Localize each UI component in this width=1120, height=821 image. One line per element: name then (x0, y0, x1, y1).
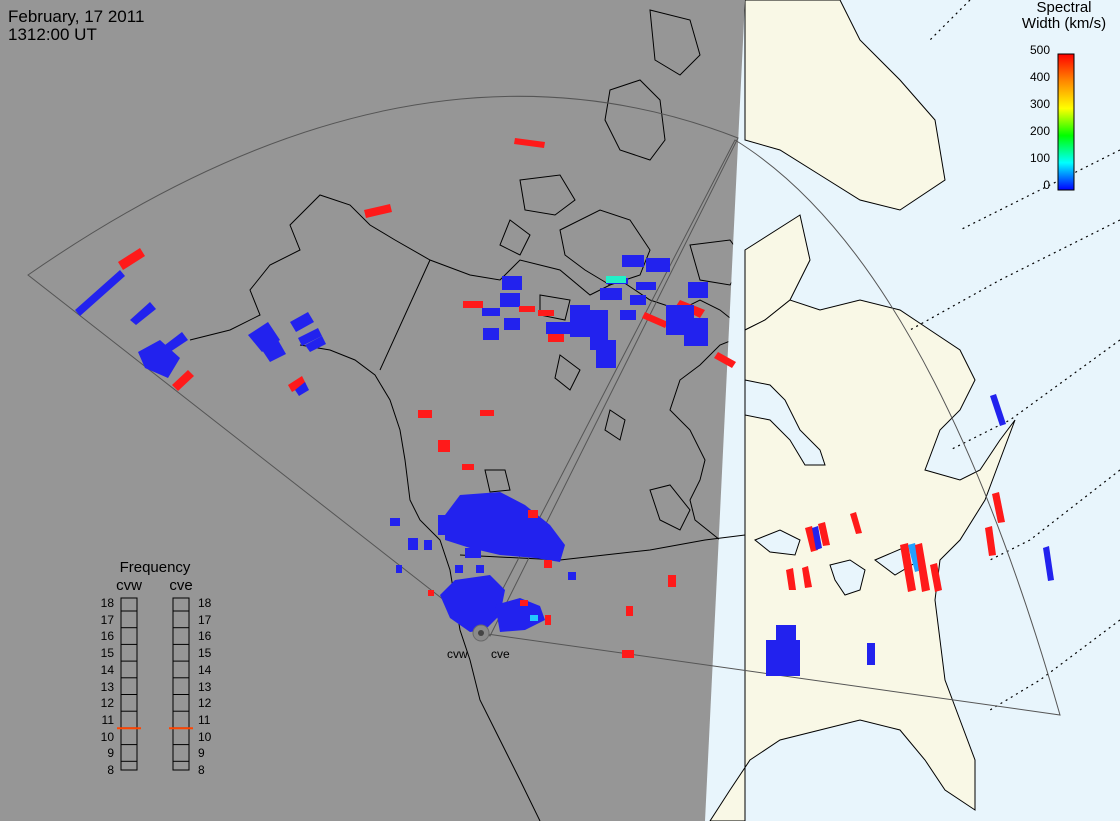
frequency-tick-label-right: 8 (198, 763, 205, 777)
frequency-tick-label-left: 8 (107, 763, 114, 777)
map-date: February, 17 2011 (8, 7, 145, 26)
frequency-tick-label-right: 10 (198, 729, 212, 744)
frequency-tick-label-right: 14 (198, 662, 212, 677)
frequency-tick-label-left: 16 (100, 629, 114, 644)
frequency-tick-label-left: 10 (100, 729, 114, 744)
frequency-tick-label-right: 13 (198, 679, 212, 694)
radar-label-cvw: cvw (447, 647, 468, 661)
spectral-colorbar (1057, 53, 1075, 191)
frequency-tick-label-right: 16 (198, 629, 212, 644)
spectral-tick-label: 0 (1043, 178, 1050, 192)
spectral-tick-label: 100 (1029, 151, 1050, 165)
lakes (744, 379, 921, 596)
map-time: 1312:00 UT (8, 25, 97, 44)
spectral-legend-title-line1: Spectral (1036, 0, 1092, 16)
frequency-column-label-cve: cve (169, 577, 193, 594)
frequency-bars (120, 597, 190, 771)
spectral-tick-label: 400 (1029, 70, 1050, 84)
spectral-tick-label: 500 (1029, 43, 1050, 57)
frequency-tick-label-left: 11 (101, 712, 114, 727)
spectral-tick-label: 300 (1029, 97, 1050, 111)
spectral-tick-label: 200 (1029, 124, 1050, 138)
radar-site-dot (478, 630, 484, 636)
frequency-tick-label-right: 12 (198, 696, 212, 711)
backscatter-data (75, 138, 1054, 676)
frequency-tick-label-left: 17 (100, 612, 114, 627)
frequency-tick-label-right: 15 (198, 646, 212, 661)
frequency-tick-label-left: 15 (100, 646, 114, 661)
frequency-tick-label-right: 17 (198, 612, 212, 627)
frequency-tick-label-left: 12 (100, 696, 114, 711)
spectral-legend-title: Spectral Width (km/s) (1010, 0, 1118, 32)
spectral-legend-title-line2: Width (km/s) (1021, 15, 1107, 32)
frequency-tick-label-right: 18 (198, 596, 212, 610)
frequency-tick-label-left: 18 (100, 596, 114, 610)
frequency-tick-label-left: 9 (107, 746, 114, 761)
frequency-legend-title: Frequency (119, 559, 191, 576)
latitude-circles (909, 0, 1120, 711)
borders (379, 259, 746, 561)
frequency-tick-label-left: 13 (100, 679, 114, 694)
frequency-column-label-cvw: cvw (116, 577, 142, 594)
fields-of-view (27, 95, 1061, 716)
frequency-tick-label-left: 14 (100, 662, 114, 677)
frequency-tick-label-right: 9 (198, 746, 205, 761)
frequency-tick-label-right: 11 (198, 712, 211, 727)
radar-label-cve: cve (491, 647, 510, 661)
